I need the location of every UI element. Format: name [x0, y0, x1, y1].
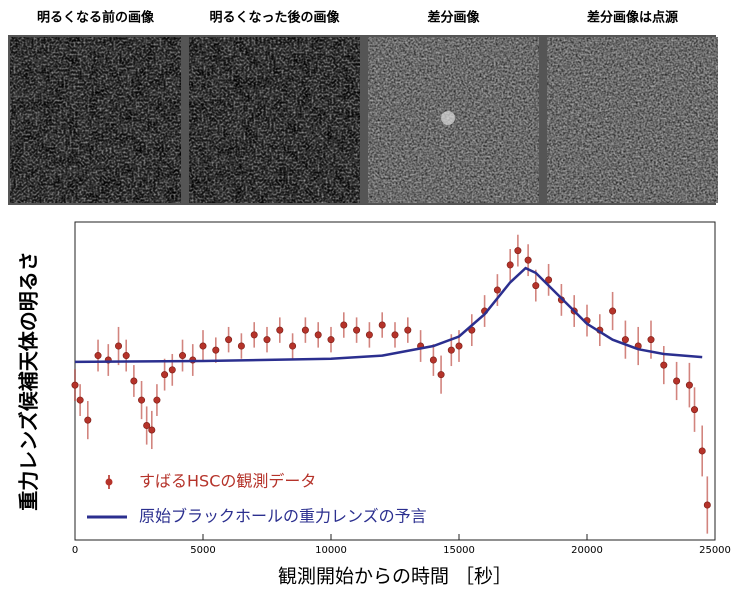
- x-tick-label: 10000: [315, 545, 347, 556]
- data-point: [447, 346, 455, 354]
- data-point: [506, 261, 514, 269]
- model-curve: [74, 266, 703, 364]
- data-point: [122, 352, 130, 360]
- data-point: [84, 416, 92, 424]
- data-point: [237, 342, 245, 350]
- plot-frame: [74, 221, 716, 541]
- data-point: [314, 331, 322, 339]
- data-point: [703, 501, 711, 509]
- data-point: [138, 396, 146, 404]
- data-point: [378, 321, 386, 329]
- data-point: [532, 282, 540, 290]
- data-point: [199, 342, 207, 350]
- x-tick-label: 0: [72, 545, 78, 556]
- data-point: [524, 256, 532, 264]
- data-point: [660, 361, 668, 369]
- data-point: [153, 396, 161, 404]
- data-point: [179, 352, 187, 360]
- data-point: [130, 377, 138, 385]
- y-axis-label: 重力レンズ候補天体の明るさ: [17, 251, 41, 511]
- x-tick-label: 5000: [190, 545, 215, 556]
- x-tick-label: 15000: [443, 545, 475, 556]
- data-point: [621, 336, 629, 344]
- data-point: [455, 342, 463, 350]
- data-point: [691, 406, 699, 414]
- data-point: [493, 286, 501, 294]
- panel-label: 差分画像は点源: [587, 10, 678, 26]
- data-point: [429, 356, 437, 364]
- legend-label: 原始ブラックホールの重力レンズの予言: [139, 507, 427, 526]
- data-point: [609, 307, 617, 315]
- data-point: [225, 336, 233, 344]
- data-point: [391, 331, 399, 339]
- data-point: [276, 326, 284, 334]
- data-point: [161, 371, 169, 379]
- data-point: [212, 346, 220, 354]
- data-point: [115, 342, 123, 350]
- image-noise: [10, 37, 181, 203]
- x-axis-label: 観測開始からの時間 ［秒］: [278, 566, 512, 588]
- x-tick-label: 25000: [699, 545, 731, 556]
- data-point: [71, 381, 79, 389]
- x-tick-label: 20000: [571, 545, 603, 556]
- image-panels: [8, 35, 718, 205]
- data-point: [148, 426, 156, 434]
- point-source: [441, 111, 455, 125]
- data-point: [263, 336, 271, 344]
- panel-label: 明るくなった後の画像: [209, 10, 340, 26]
- image-noise: [547, 37, 718, 203]
- panel-label: 差分画像: [427, 10, 480, 26]
- data-point: [673, 377, 681, 385]
- data-point: [143, 422, 151, 430]
- data-point: [545, 276, 553, 284]
- data-point: [365, 331, 373, 339]
- data-point: [327, 336, 335, 344]
- data-point: [168, 366, 176, 374]
- data-point: [685, 381, 693, 389]
- image-noise: [189, 37, 360, 203]
- data-point: [698, 447, 706, 455]
- legend-label: すばるHSCの観測データ: [139, 472, 316, 491]
- data-point: [514, 247, 522, 255]
- data-point: [76, 396, 84, 404]
- data-point: [340, 321, 348, 329]
- data-point: [301, 326, 309, 334]
- data-point: [404, 326, 412, 334]
- data-point: [250, 331, 258, 339]
- data-point: [437, 371, 445, 379]
- data-point: [289, 342, 297, 350]
- legend-marker: [105, 478, 113, 486]
- data-point: [647, 336, 655, 344]
- data-point: [353, 326, 361, 334]
- data-point: [94, 352, 102, 360]
- panel-label: 明るくなる前の画像: [37, 10, 155, 26]
